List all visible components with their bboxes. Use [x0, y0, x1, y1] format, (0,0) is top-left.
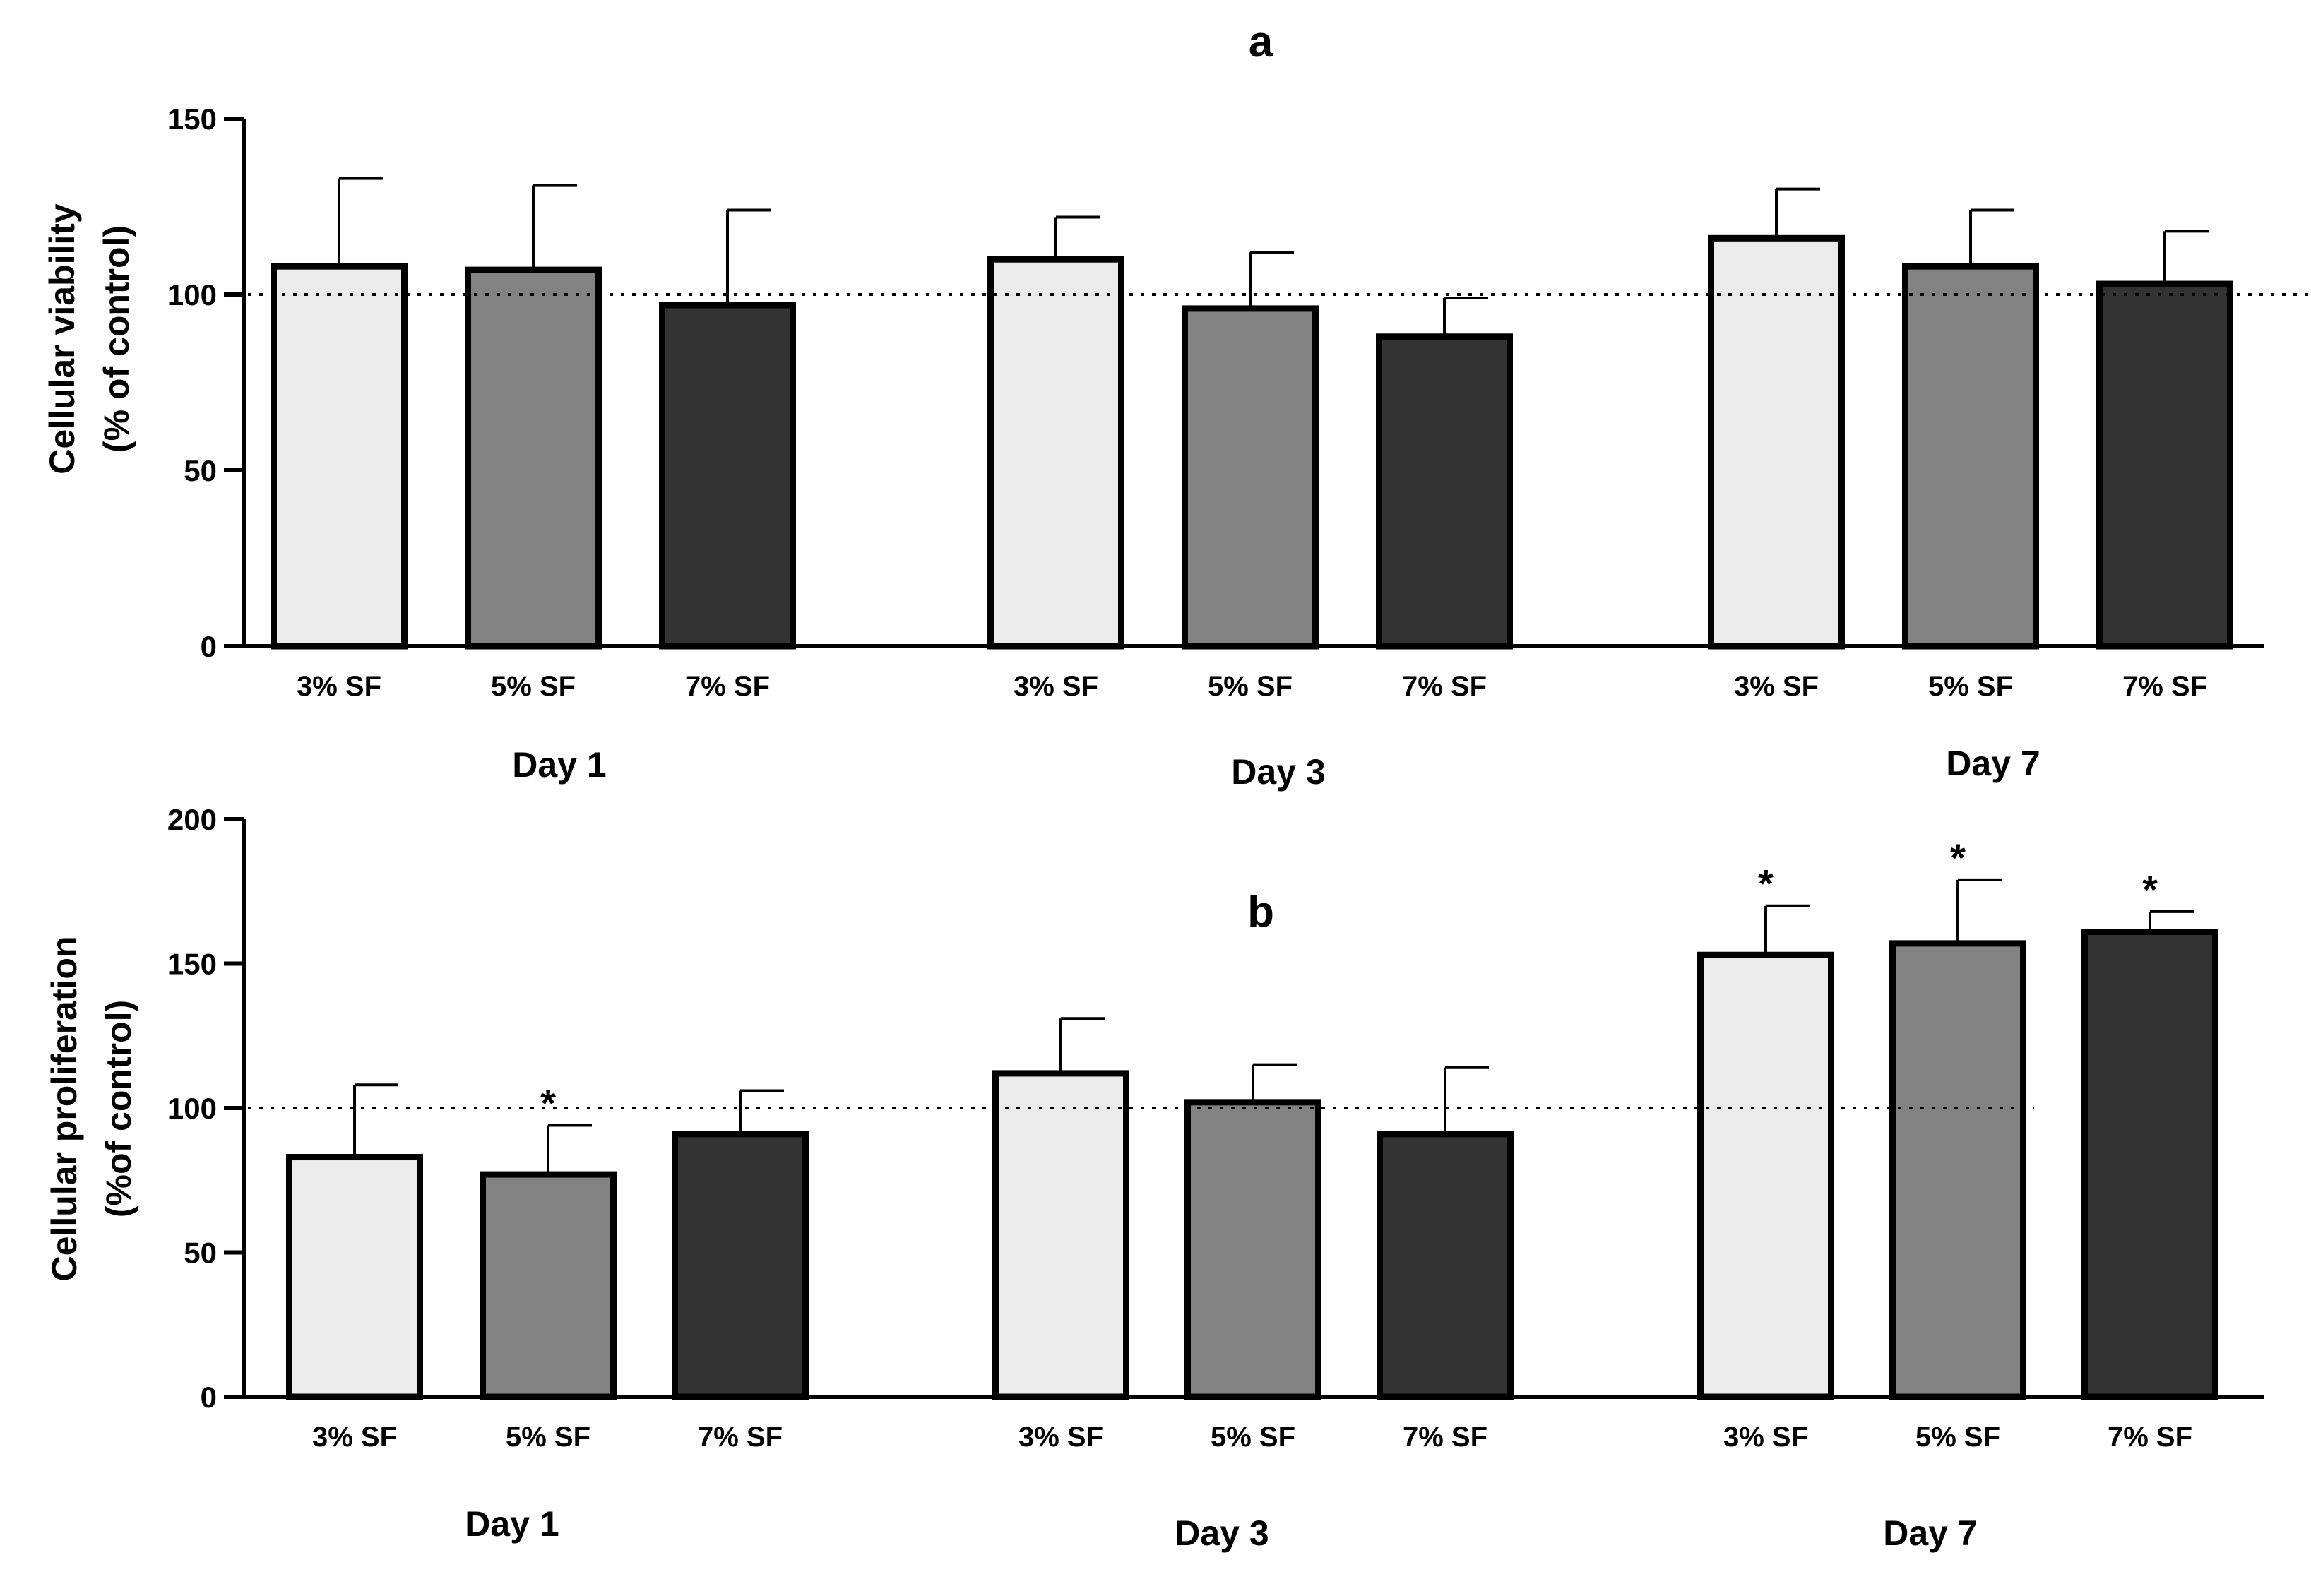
panel-b-group-label: Day 3	[1175, 1513, 1269, 1553]
panel-b-significance-mark: *	[540, 1081, 556, 1126]
panel-a-category-label: 7% SF	[2122, 671, 2207, 702]
panel-b-bar	[992, 1070, 1129, 1400]
panel-b-bar	[480, 1171, 617, 1400]
panel-a-category-label: 3% SF	[297, 671, 381, 702]
panel-b-y-tick-label: 150	[167, 948, 217, 981]
panel-a-group-label: Day 7	[1946, 744, 2040, 783]
panel-b-y-tick-label: 0	[201, 1381, 217, 1414]
panel-a-chart: a Cellular viability (% of control) 0 50 1…	[42, 18, 2308, 792]
panel-b-significance-mark: *	[1950, 835, 1966, 880]
panel-b-category-label: 3% SF	[1018, 1422, 1103, 1453]
panel-a-group-label: Day 1	[512, 745, 606, 785]
panel-a-plot: 0 50 100 150 3% SF 5% SF 7% SF 3% SF 5% SF 7% SF 3…	[167, 102, 2308, 792]
panel-a-y-tick-label: 0	[201, 630, 217, 663]
panel-b-bar	[2081, 929, 2218, 1400]
panel-b-chart: b Cellular proliferation (%of control) 0…	[44, 803, 2264, 1553]
panel-b-bar	[1184, 1099, 1321, 1400]
panel-b-category-label: 5% SF	[1211, 1422, 1295, 1453]
panel-a-y-tick-label: 100	[167, 278, 217, 311]
panel-a-bar	[465, 266, 602, 650]
panel-a-ylabel-line1: Cellular viability	[42, 203, 82, 475]
panel-a-y-tick-label: 150	[167, 102, 217, 136]
panel-a-bar	[659, 302, 796, 650]
panel-a-bar	[1708, 234, 1845, 650]
panel-a-category-label: 5% SF	[1208, 671, 1293, 702]
panel-b-category-label: 5% SF	[506, 1422, 590, 1453]
panel-b-category-label: 3% SF	[1723, 1422, 1808, 1453]
panel-a-title: a	[1249, 18, 1273, 66]
panel-b-title: b	[1247, 888, 1274, 936]
panel-b-ylabel-line2: (%of control)	[99, 1000, 138, 1217]
panel-a-bar	[2096, 280, 2233, 650]
panel-b-category-label: 7% SF	[698, 1422, 783, 1453]
panel-a-category-label: 3% SF	[1014, 671, 1098, 702]
panel-b-bar	[1889, 940, 2026, 1400]
panel-b-bar	[1377, 1131, 1514, 1400]
panel-a-group-label: Day 3	[1231, 752, 1325, 792]
panel-a-category-label: 3% SF	[1734, 671, 1819, 702]
panel-a-category-label: 7% SF	[1402, 671, 1487, 702]
panel-a-category-label: 5% SF	[1928, 671, 2013, 702]
panel-b-significance-mark: *	[2142, 867, 2158, 912]
panel-a-ylabel-line2: (% of control)	[97, 225, 136, 453]
panel-b-bar	[1697, 951, 1834, 1400]
panel-b-category-label: 7% SF	[1403, 1422, 1487, 1453]
panel-b-y-tick-label: 200	[167, 803, 217, 836]
panel-a-category-label: 7% SF	[685, 671, 770, 702]
panel-b-bar	[672, 1131, 809, 1400]
panel-b-y-tick-label: 100	[167, 1092, 217, 1125]
panel-b-category-label: 3% SF	[312, 1422, 397, 1453]
panel-b-category-label: 7% SF	[2108, 1422, 2192, 1453]
panel-b-y-tick-label: 50	[184, 1237, 217, 1270]
panel-b-significance-mark: *	[1758, 862, 1774, 906]
panel-a-bar	[987, 256, 1124, 650]
panel-b-group-label: Day 7	[1883, 1513, 1977, 1553]
panel-a-category-label: 5% SF	[491, 671, 576, 702]
panel-a-bar	[271, 263, 408, 650]
panel-b-bar	[286, 1154, 423, 1400]
panel-a-bar	[1376, 333, 1513, 650]
panel-a-bar	[1902, 263, 2039, 650]
panel-b-category-label: 5% SF	[1915, 1422, 2000, 1453]
panel-b-ylabel-line1: Cellular proliferation	[44, 936, 84, 1282]
panel-b-plot: 0 50 100 150 200 3% SF 5% SF * 7% SF 3% SF 5% SF 7%…	[167, 803, 2264, 1553]
panel-a-y-tick-label: 50	[184, 454, 217, 487]
panel-a-bar	[1182, 305, 1319, 650]
panel-b-group-label: Day 1	[465, 1504, 559, 1544]
